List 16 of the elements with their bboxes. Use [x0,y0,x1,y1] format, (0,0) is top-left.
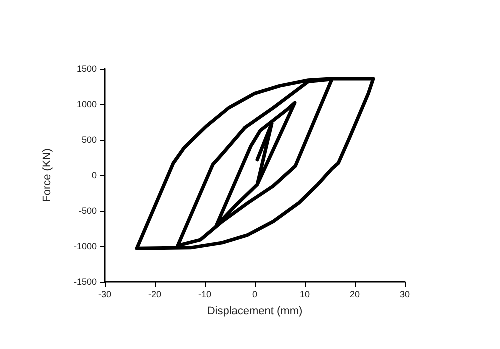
y-tick-label: -1500 [74,277,97,287]
x-tick-label: -10 [198,290,212,300]
y-tick-label: 1500 [76,64,97,74]
y-tick-label: 1000 [76,100,97,110]
x-tick-label: 30 [400,290,410,300]
x-tick-label: 0 [252,290,258,300]
y-tick-label: -500 [78,206,97,216]
y-tick-label: 0 [92,170,97,180]
y-tick-label: 500 [82,135,97,145]
x-tick-label: 20 [350,290,360,300]
x-tick-label: 10 [300,290,310,300]
x-tick-label: -20 [148,290,162,300]
y-axis-title: Force (KN) [42,148,54,202]
x-tick-label: -30 [98,290,112,300]
x-axis-title: Displacement (mm) [207,306,303,318]
y-tick-label: -1000 [74,242,97,252]
